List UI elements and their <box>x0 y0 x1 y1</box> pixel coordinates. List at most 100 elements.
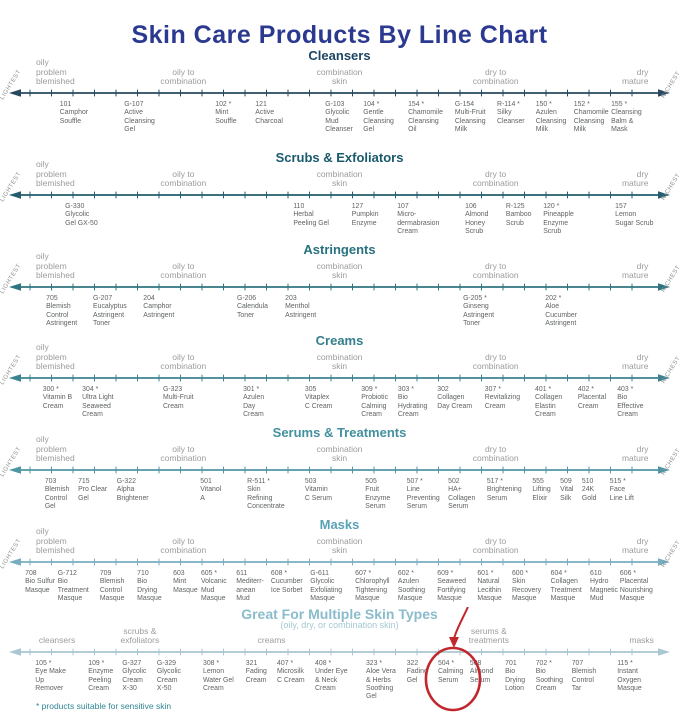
axis-labels: oily problem blemished oily to combinatio… <box>0 252 679 281</box>
product-label: G-323 Multi-Fruit Cream <box>162 386 194 410</box>
product-label: 204 Camphor Astringent <box>143 295 175 319</box>
skin-type-label: dry to combination <box>472 168 519 189</box>
product-label: 407 * Microsilk C Cream <box>277 660 305 684</box>
section-masks: Masks oily problem blemished oily to combi… <box>0 517 679 620</box>
product-label: 110 Herbal Peeling Gel <box>293 203 329 227</box>
product-label: 155 * Cleansing Balm & Mask <box>611 101 642 133</box>
product-label: 605 * Volcanic Mud Masque <box>200 570 227 602</box>
skin-type-label: oily problem blemished <box>35 251 75 281</box>
product-label: 510 24K Gold <box>581 478 597 502</box>
skin-type-label: oily problem blemished <box>35 526 75 556</box>
axis-line <box>9 283 670 291</box>
skin-type-label: combination skin <box>316 168 363 189</box>
product-label: G-712 Bio Treatment Masque <box>57 570 89 602</box>
product-label: 607 * Chlorophyll Tightening Masque <box>355 570 390 602</box>
product-label: 105 * Eye Make Up Remover <box>35 660 66 692</box>
product-label: 157 Lemon Sugar Scrub <box>615 203 654 227</box>
skin-type-label: dry mature <box>621 66 649 87</box>
product-label: 517 * Brightening Serum <box>486 478 522 502</box>
skin-type-label: dry to combination <box>472 66 519 87</box>
product-label: G-611 Glycolic Exfoliating Masque <box>310 570 343 602</box>
section-title: Great For Multiple Skin Types <box>241 606 438 622</box>
axis-line <box>9 558 670 566</box>
left-arrowhead-icon <box>9 89 21 97</box>
product-label: 608 * Cucumber Ice Sorbet <box>270 570 303 594</box>
product-label: R-125 Bamboo Scrub <box>505 203 532 227</box>
product-label: 402 * Placental Cream <box>577 386 607 410</box>
product-label: 154 * Chamomile Cleansing Oil <box>408 101 443 133</box>
product-label: 708 Bio Sulfur Masque <box>25 570 55 594</box>
product-label: 606 * Placental Nourishing Masque <box>619 570 653 602</box>
product-label: 710 Bio Drying Masque <box>137 570 162 602</box>
product-label: 504 * Calming Serum <box>437 660 464 684</box>
product-label: 106 Almond Honey Scrub <box>465 203 489 235</box>
product-label: 121 Active Charcoal <box>255 101 283 125</box>
product-label: 701 Bio Drying Lotion <box>505 660 526 692</box>
product-label: 307 * Revitalizing Cream <box>484 386 521 410</box>
product-label: G-154 Multi-Fruit Cleansing Milk <box>454 101 486 133</box>
product-label: 501 Vitanol A <box>200 478 222 502</box>
product-label: 611 Mediterr- anean Mud <box>236 570 264 602</box>
skin-type-label: masks <box>629 635 654 646</box>
skin-type-label: oily problem blemished <box>35 159 75 189</box>
skin-type-label: oily to combination <box>160 66 207 87</box>
product-list: 101 Camphor Souffle G-107 Active Cleansin… <box>0 99 679 151</box>
left-arrowhead-icon <box>9 374 21 382</box>
left-arrowhead-icon <box>9 648 21 656</box>
right-arrowhead-icon <box>658 191 670 199</box>
product-list: 300 * Vitamin B Cream 304 * Ultra Light S… <box>0 384 679 436</box>
product-label: R-114 * Silky Cleanser <box>497 101 525 125</box>
section-title: Astringents <box>303 242 376 257</box>
product-label: 152 * Chamomile Cleansing Milk <box>573 101 609 133</box>
product-label: G-330 Glycolic Gel GX-50 <box>65 203 98 227</box>
skin-type-label: scrubs & exfoliators <box>120 625 160 646</box>
skin-type-label: combination skin <box>316 66 363 87</box>
product-label: 107 Micro- dermabrasion Cream <box>397 203 440 235</box>
section-great-for-multiple-skin-types: Great For Multiple Skin Types (oily, dry,… <box>0 606 679 712</box>
product-label: 305 Vitaplex C Cream <box>304 386 333 410</box>
product-label: 703 Blemish Control Gel <box>44 478 70 510</box>
product-label: R-511 * Skin Refining Concentrate <box>247 478 285 510</box>
product-list: G-330 Glycolic Gel GX-50 110 Herbal Peeli… <box>0 201 679 253</box>
section-title: Creams <box>315 333 364 348</box>
product-label: 502 HA+ Collagen Serum <box>448 478 476 510</box>
axis-line <box>9 89 670 97</box>
product-label: 604 * Collagen Treatment Masque <box>550 570 582 602</box>
skin-type-label: oily to combination <box>160 260 207 281</box>
axis-labels: oily problem blemished oily to combinatio… <box>0 343 679 372</box>
skin-type-label: dry to combination <box>472 443 519 464</box>
skin-type-label: dry mature <box>621 351 649 372</box>
product-list: 708 Bio Sulfur Masque G-712 Bio Treatment… <box>0 568 679 620</box>
right-arrowhead-icon <box>658 283 670 291</box>
right-arrowhead-icon <box>658 466 670 474</box>
product-label: 505 Fruit Enzyme Serum <box>365 478 391 510</box>
product-label: 102 * Mint Souffle <box>215 101 237 125</box>
axis-labels: oily problem blemished oily to combinatio… <box>0 58 679 87</box>
product-label: 309 * Probiotic Calming Cream <box>361 386 389 418</box>
product-label: G-107 Active Cleansing Gel <box>124 101 155 133</box>
product-label: 300 * Vitamin B Cream <box>42 386 73 410</box>
section-serums-treatments: Serums & Treatments oily problem blemishe… <box>0 425 679 528</box>
skin-type-label: oily problem blemished <box>35 342 75 372</box>
product-label: 503 Vitamin C Serum <box>304 478 333 502</box>
left-arrowhead-icon <box>9 466 21 474</box>
left-arrowhead-icon <box>9 283 21 291</box>
product-label: 600 * Skin Recovery Masque <box>511 570 542 602</box>
section-cleansers: Cleansers oily problem blemished oily to c… <box>0 48 679 151</box>
right-arrowhead-icon <box>658 558 670 566</box>
product-label: 403 * Bio Effective Cream <box>617 386 644 418</box>
chart-title: Skin Care Products By Line Chart <box>131 20 548 49</box>
product-label: 715 Pro Clear Gel <box>78 478 108 502</box>
axis-line <box>9 466 670 474</box>
product-label: 115 * Instant Oxygen Masque <box>617 660 642 692</box>
product-label: 323 * Aloe Vera & Herbs Soothing Gel <box>365 660 396 701</box>
section-scrubs-exfoliators: Scrubs & Exfoliators oily problem blemish… <box>0 150 679 253</box>
product-label: 509 Vital Silk <box>560 478 574 502</box>
skin-type-label: combination skin <box>316 443 363 464</box>
section-astringents: Astringents oily problem blemished oily to… <box>0 242 679 345</box>
product-label: 304 * Ultra Light Seaweed Cream <box>82 386 114 418</box>
product-label: 709 Blemish Control Masque <box>99 570 125 602</box>
skin-type-label: combination skin <box>316 351 363 372</box>
product-label: G-206 Calendula Toner <box>236 295 269 319</box>
axis-line <box>9 191 670 199</box>
